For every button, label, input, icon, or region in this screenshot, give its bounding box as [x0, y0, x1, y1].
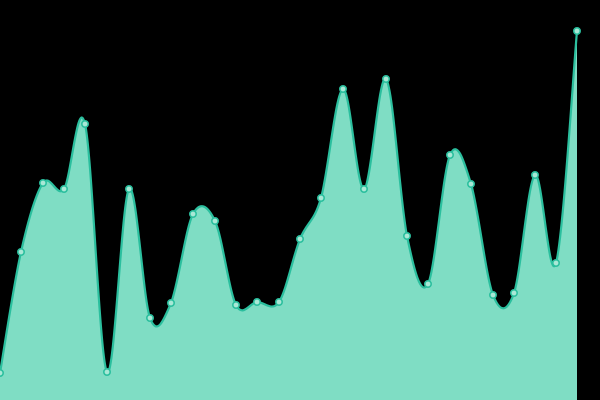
data-point-marker[interactable] — [253, 297, 262, 306]
data-point-marker[interactable] — [103, 367, 112, 376]
data-point-marker[interactable] — [316, 194, 325, 203]
data-point-marker[interactable] — [338, 85, 347, 94]
data-point-marker[interactable] — [146, 313, 155, 322]
data-point-marker[interactable] — [189, 210, 198, 219]
chart-plot-area — [0, 26, 581, 400]
data-point-marker[interactable] — [381, 75, 390, 84]
data-point-marker[interactable] — [572, 26, 581, 35]
data-point-marker[interactable] — [359, 185, 368, 194]
data-point-marker[interactable] — [38, 179, 47, 188]
data-point-marker[interactable] — [16, 248, 25, 257]
data-point-marker[interactable] — [274, 297, 283, 306]
data-point-marker[interactable] — [423, 279, 432, 288]
data-point-marker[interactable] — [295, 235, 304, 244]
data-point-marker[interactable] — [530, 171, 539, 180]
data-point-marker[interactable] — [402, 232, 411, 241]
data-point-marker[interactable] — [466, 180, 475, 189]
data-point-marker[interactable] — [81, 120, 90, 129]
data-point-marker[interactable] — [125, 185, 134, 194]
data-point-marker[interactable] — [509, 288, 518, 297]
data-point-markers — [0, 26, 581, 377]
data-point-marker[interactable] — [232, 300, 241, 309]
data-point-marker[interactable] — [0, 369, 4, 377]
data-point-marker[interactable] — [445, 151, 454, 160]
data-point-marker[interactable] — [551, 258, 560, 267]
data-point-marker[interactable] — [59, 185, 68, 194]
data-point-marker[interactable] — [167, 298, 176, 307]
area-fill-region — [0, 31, 577, 400]
data-point-marker[interactable] — [211, 217, 220, 226]
data-point-marker[interactable] — [488, 290, 497, 299]
